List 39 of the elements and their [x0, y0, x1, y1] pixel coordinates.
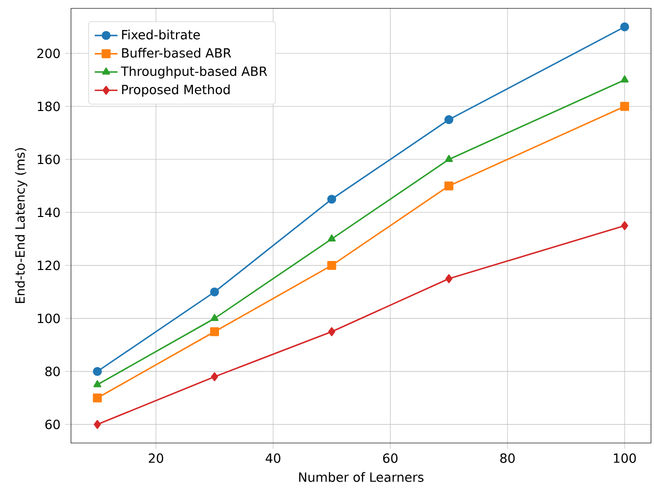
legend-label: Buffer-based ABR	[122, 48, 232, 58]
x-tick-label: 60	[383, 453, 398, 463]
legend-label: Fixed-bitrate	[122, 30, 200, 40]
point	[444, 181, 454, 190]
y-tick-label: 140	[38, 208, 60, 218]
point	[621, 221, 628, 230]
y-axis-title: End-to-End Latency (ms)	[15, 148, 28, 304]
point	[445, 274, 452, 284]
point	[620, 102, 630, 111]
point	[210, 314, 219, 322]
x-tick-label: 40	[266, 453, 280, 463]
point	[92, 366, 102, 376]
point	[620, 22, 630, 32]
point	[444, 115, 454, 124]
y-tick-label: 60	[45, 420, 60, 430]
x-axis-title: Number of Learners	[299, 472, 424, 482]
point	[327, 194, 336, 204]
point	[444, 154, 453, 162]
point	[210, 287, 220, 296]
x-tick-label: 80	[500, 453, 515, 463]
point	[327, 260, 336, 270]
point	[211, 372, 218, 382]
y-tick-label: 100	[38, 314, 60, 324]
y-tick-label: 180	[38, 102, 60, 112]
y-tick-label: 80	[45, 366, 60, 376]
y-tick-label: 120	[38, 260, 60, 270]
legend-label: Throughput-based ABR	[120, 66, 268, 78]
y-tick-label: 160	[38, 154, 60, 164]
point	[328, 234, 336, 242]
x-tick-label: 100	[614, 453, 636, 463]
y-tick-label: 200	[37, 48, 60, 58]
point	[210, 327, 220, 336]
point	[620, 75, 629, 82]
legend-label: Proposed Method	[122, 84, 230, 97]
point	[94, 420, 101, 429]
x-tick-label: 20	[148, 453, 164, 463]
point	[92, 393, 102, 402]
point	[93, 380, 102, 388]
point	[328, 327, 336, 336]
